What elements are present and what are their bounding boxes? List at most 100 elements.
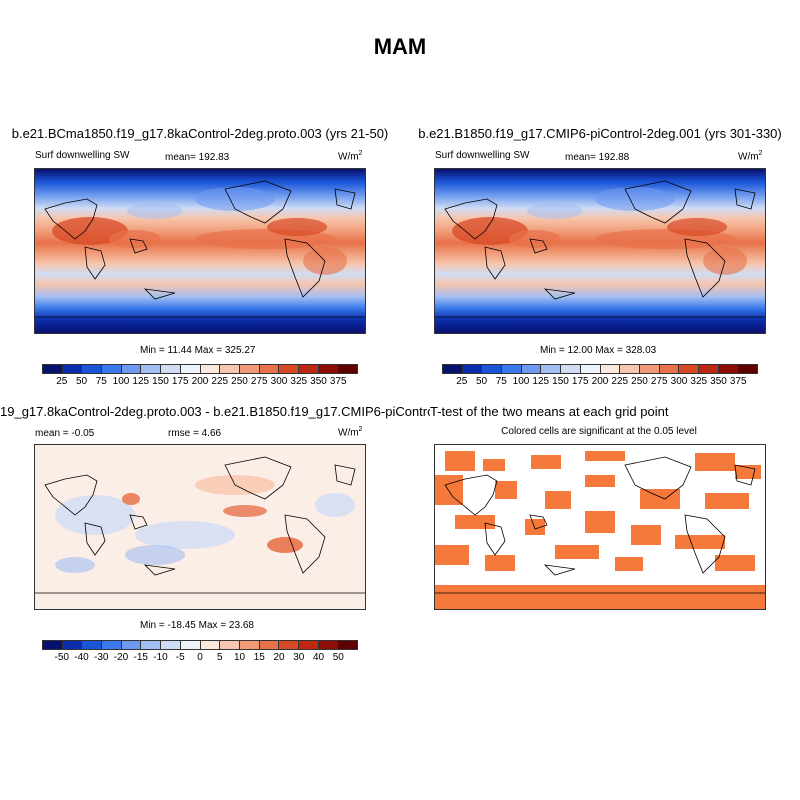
panel3-rmse-label: rmse = xyxy=(168,428,199,439)
colorbar-tick-label: 10 xyxy=(233,652,246,663)
colorbar-swatch xyxy=(102,365,122,373)
colorbar-tick-label: 50 xyxy=(75,376,88,387)
colorbar-swatch xyxy=(620,365,640,373)
colorbar-swatch xyxy=(639,365,660,373)
colorbar-tick-label: 225 xyxy=(611,376,629,387)
colorbar-swatch xyxy=(43,365,63,373)
colorbar-tick-label: 325 xyxy=(690,376,708,387)
panel2-colorbar xyxy=(442,364,758,374)
colorbar-tick-label: 25 xyxy=(456,376,468,387)
panel3-mean-label: mean = xyxy=(35,428,69,439)
colorbar-tick-label: 0 xyxy=(197,652,203,663)
colorbar-swatch xyxy=(220,641,240,649)
panel3-map xyxy=(34,444,366,610)
colorbar-swatch xyxy=(600,365,621,373)
colorbar-tick-label: 375 xyxy=(729,376,747,387)
colorbar-swatch xyxy=(298,641,319,649)
panel1-title: b.e21.BCma1850.f19_g17.8kaControl-2deg.p… xyxy=(11,126,389,141)
panel1-mean: mean= 192.83 xyxy=(165,152,229,163)
colorbar-swatch xyxy=(141,365,162,373)
colorbar-tick-label: 225 xyxy=(211,376,229,387)
panel3-mean: mean = -0.05 xyxy=(35,428,94,439)
colorbar-tick-label: 150 xyxy=(152,376,169,387)
panel2-map xyxy=(434,168,766,334)
colorbar-tick-label: -20 xyxy=(113,652,129,663)
colorbar-tick-label: 150 xyxy=(552,376,569,387)
colorbar-swatch xyxy=(43,641,63,649)
colorbar-tick-label: 50 xyxy=(332,652,344,663)
colorbar-swatch xyxy=(659,365,680,373)
colorbar-swatch xyxy=(82,641,103,649)
colorbar-tick-label: -50 xyxy=(54,652,69,663)
colorbar-swatch xyxy=(220,365,240,373)
colorbar-swatch xyxy=(338,641,357,649)
colorbar-tick-label: 20 xyxy=(273,652,285,663)
panel1-map xyxy=(34,168,366,334)
colorbar-swatch xyxy=(259,365,280,373)
panel2-mean-label: mean= xyxy=(565,152,596,163)
colorbar-swatch xyxy=(679,365,699,373)
colorbar-tick-label: 350 xyxy=(710,376,727,387)
colorbar-swatch xyxy=(180,365,201,373)
colorbar-swatch xyxy=(521,365,542,373)
panel2-mean-value: 192.88 xyxy=(598,152,630,163)
colorbar-tick-label: 250 xyxy=(631,376,648,387)
panel2-minmax: Min = 12.00 Max = 328.03 xyxy=(540,345,657,356)
panel2-units: W/m2 xyxy=(738,150,763,163)
colorbar-tick-label: 200 xyxy=(191,376,209,387)
panel4-subtitle: Colored cells are significant at the 0.0… xyxy=(501,426,697,437)
colorbar-swatch xyxy=(318,641,339,649)
colorbar-swatch xyxy=(298,365,319,373)
colorbar-tick-label: 75 xyxy=(495,376,507,387)
colorbar-tick-label: 100 xyxy=(512,376,530,387)
colorbar-swatch xyxy=(718,365,739,373)
colorbar-swatch xyxy=(200,365,221,373)
colorbar-swatch xyxy=(738,365,757,373)
panel3-units: W/m2 xyxy=(338,426,363,439)
colorbar-swatch xyxy=(82,365,103,373)
colorbar-swatch xyxy=(259,641,280,649)
panel4-map xyxy=(434,444,766,610)
colorbar-tick-label: 100 xyxy=(112,376,130,387)
colorbar-swatch xyxy=(121,641,142,649)
colorbar-swatch xyxy=(443,365,463,373)
colorbar-swatch xyxy=(482,365,503,373)
colorbar-swatch xyxy=(462,365,483,373)
colorbar-swatch xyxy=(239,365,260,373)
colorbar-swatch xyxy=(239,641,260,649)
panel3-colorbar xyxy=(42,640,358,650)
colorbar-swatch xyxy=(121,365,142,373)
colorbar-tick-label: 325 xyxy=(290,376,308,387)
panel1-variable: Surf downwelling SW xyxy=(35,150,130,161)
colorbar-swatch xyxy=(62,641,83,649)
panel3-mean-value: -0.05 xyxy=(71,428,95,439)
panel4-title: T-test of the two means at each grid poi… xyxy=(430,404,669,419)
colorbar-swatch xyxy=(541,365,562,373)
panel2-title: b.e21.B1850.f19_g17.CMIP6-piControl-2deg… xyxy=(418,126,782,141)
colorbar-swatch xyxy=(318,365,339,373)
colorbar-tick-label: 125 xyxy=(532,376,550,387)
panel3-rmse-value: 4.66 xyxy=(201,428,222,439)
colorbar-swatch xyxy=(279,641,299,649)
colorbar-tick-label: 50 xyxy=(475,376,488,387)
panel1-colorbar xyxy=(42,364,358,374)
panel2-variable: Surf downwelling SW xyxy=(435,150,530,161)
panel1-mean-label: mean= xyxy=(165,152,196,163)
colorbar-tick-label: 300 xyxy=(670,376,688,387)
colorbar-tick-label: 30 xyxy=(293,652,305,663)
colorbar-swatch xyxy=(561,365,581,373)
colorbar-swatch xyxy=(200,641,221,649)
panel3-rmse: rmse = 4.66 xyxy=(168,428,221,439)
colorbar-swatch xyxy=(279,365,299,373)
colorbar-swatch xyxy=(698,365,719,373)
colorbar-tick-label: 25 xyxy=(56,376,68,387)
colorbar-tick-label: -10 xyxy=(153,652,168,663)
colorbar-tick-label: 200 xyxy=(591,376,609,387)
colorbar-tick-label: -30 xyxy=(94,652,109,663)
figure-title: MAM xyxy=(373,34,427,59)
colorbar-tick-label: 175 xyxy=(171,376,189,387)
colorbar-tick-label: 275 xyxy=(650,376,668,387)
colorbar-swatch xyxy=(180,641,201,649)
colorbar-tick-label: 40 xyxy=(312,652,325,663)
colorbar-swatch xyxy=(502,365,522,373)
